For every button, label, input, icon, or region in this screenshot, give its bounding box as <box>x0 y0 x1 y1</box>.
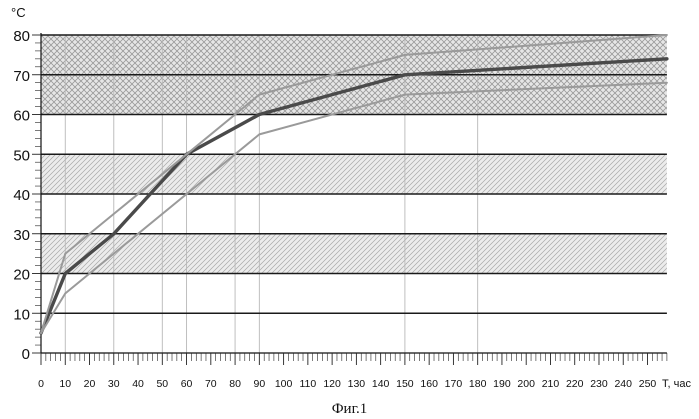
x-tick-label-50: 50 <box>156 378 168 390</box>
x-tick-label-160: 160 <box>420 378 438 390</box>
y-tick-label-70: 70 <box>13 68 30 85</box>
figure-caption: Фиг.1 <box>332 401 368 417</box>
x-tick-label-80: 80 <box>229 378 241 390</box>
x-tick-label-250: 250 <box>639 378 657 390</box>
x-tick-label-0: 0 <box>38 378 44 390</box>
x-tick-label-40: 40 <box>132 378 144 390</box>
x-tick-label-210: 210 <box>542 378 560 390</box>
y-ticks: 0 10 20 30 40 50 60 70 80 <box>13 28 41 363</box>
y-tick-label-50: 50 <box>13 147 30 164</box>
x-tick-label-30: 30 <box>108 378 120 390</box>
x-tick-label-140: 140 <box>372 378 390 390</box>
y-tick-label-10: 10 <box>13 306 30 323</box>
x-tick-label-150: 150 <box>396 378 414 390</box>
x-tick-label-120: 120 <box>323 378 341 390</box>
band-1 <box>41 154 667 194</box>
series-line-2 <box>41 83 667 333</box>
band-2 <box>41 234 667 274</box>
y-tick-label-30: 30 <box>13 227 30 244</box>
x-tick-label-230: 230 <box>590 378 608 390</box>
x-tick-label-110: 110 <box>299 378 316 390</box>
x-tick-label-70: 70 <box>205 378 217 390</box>
x-tick-label-20: 20 <box>84 378 96 390</box>
y-tick-label-60: 60 <box>13 108 30 125</box>
x-tick-label-90: 90 <box>253 378 265 390</box>
x-tick-label-180: 180 <box>469 378 487 390</box>
x-tick-label-10: 10 <box>59 378 71 390</box>
x-tick-label-240: 240 <box>614 378 632 390</box>
y-tick-label-80: 80 <box>13 28 30 45</box>
x-tick-label-60: 60 <box>181 378 193 390</box>
y-tick-label-0: 0 <box>22 346 30 363</box>
x-tick-label-170: 170 <box>445 378 463 390</box>
x-tick-label-200: 200 <box>517 378 535 390</box>
x-tick-label-130: 130 <box>348 378 366 390</box>
x-tick-label-190: 190 <box>493 378 511 390</box>
x-tick-label-100: 100 <box>275 378 293 390</box>
x-tick-label-220: 220 <box>566 378 584 390</box>
x-ticks: 0 10 20 30 40 50 60 70 80 90 100 110 120 130 140 150 160… <box>38 353 667 390</box>
y-axis-label: °C <box>11 5 26 20</box>
y-tick-label-20: 20 <box>13 267 30 284</box>
y-tick-label-40: 40 <box>13 187 30 204</box>
x-axis-label: T, час <box>662 378 691 390</box>
